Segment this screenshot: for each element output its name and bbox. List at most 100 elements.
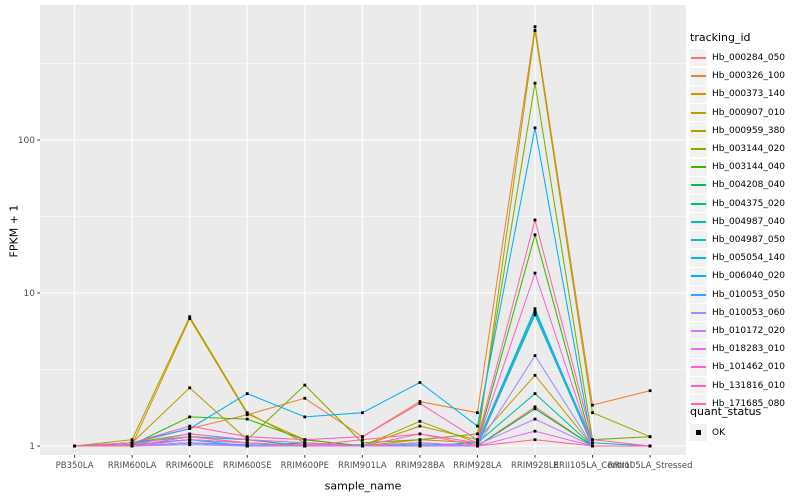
data-point	[533, 405, 537, 409]
data-point	[130, 438, 134, 442]
legend-entry: Hb_005054_140	[690, 249, 786, 267]
legend-entry-quant-ok: OK	[690, 424, 725, 442]
x-tick-label: RRIM600PE	[281, 461, 329, 471]
data-point	[418, 400, 422, 403]
legend-entry-label: Hb_010053_050	[712, 289, 786, 300]
data-point	[533, 271, 537, 275]
data-point	[533, 309, 537, 313]
legend-entry-label: Hb_003144_020	[712, 143, 786, 154]
data-point	[303, 383, 307, 387]
legend-entry: Hb_000907_010	[690, 104, 786, 122]
data-point	[130, 441, 134, 445]
data-point	[361, 441, 364, 445]
legend-entry-label: Hb_004208_040	[712, 180, 786, 191]
plot-panel	[40, 5, 686, 455]
legend-entry: Hb_171685_080	[690, 395, 785, 413]
data-point	[245, 444, 249, 448]
legend-entry-label: Hb_000959_380	[712, 125, 786, 136]
data-point	[188, 424, 192, 428]
legend-entry-label: Hb_000284_050	[712, 52, 786, 63]
data-point	[648, 444, 652, 448]
legend-key-line-icon	[690, 340, 707, 358]
x-tick-label: RRII105LA_Stressed	[608, 461, 693, 471]
legend-entry-label: Hb_010172_020	[712, 325, 786, 336]
data-point	[476, 424, 479, 428]
legend-key-line-icon	[690, 286, 707, 304]
data-point	[533, 81, 537, 85]
legend-key-line-icon	[690, 377, 707, 395]
legend-key-line-icon	[690, 304, 707, 322]
legend-entry: Hb_004208_040	[690, 176, 786, 194]
data-point	[245, 392, 249, 395]
legend-entry-label: Hb_010053_060	[712, 307, 786, 318]
data-point	[188, 386, 192, 390]
data-point	[418, 432, 422, 436]
legend-key-line-icon	[690, 49, 707, 67]
x-tick-label: RRII105LA_Control	[553, 461, 632, 471]
data-point	[533, 311, 537, 315]
data-point	[245, 441, 249, 445]
x-axis-title: sample_name	[324, 479, 402, 493]
legend-key-line-icon	[690, 67, 707, 85]
legend: tracking_id Hb_000284_050 Hb_000326_100 Hb…	[689, 0, 800, 500]
legend-key-line-icon	[690, 104, 707, 122]
x-tick-label: RRIM901LA	[338, 461, 387, 471]
data-point	[188, 427, 192, 430]
data-point	[533, 354, 537, 357]
data-point	[245, 411, 249, 415]
legend-entry-label: Hb_005054_140	[712, 253, 786, 264]
data-point	[418, 438, 422, 442]
data-point	[188, 317, 192, 320]
legend-key-line-icon	[690, 158, 707, 176]
legend-key-line-icon	[690, 267, 707, 285]
legend-entry-label: Hb_004987_040	[712, 216, 786, 227]
legend-entry-label: Hb_003144_040	[712, 162, 786, 173]
data-point	[648, 435, 652, 439]
data-point	[533, 313, 537, 317]
x-tick-label: RRIM928LE	[511, 461, 559, 471]
legend-entry: Hb_004987_040	[690, 213, 786, 231]
data-point	[648, 389, 652, 393]
data-point	[418, 402, 422, 405]
data-point	[533, 29, 537, 32]
legend-key-line-icon	[690, 358, 707, 376]
legend-entry-label: OK	[712, 427, 725, 438]
legend-entry-label: Hb_000907_010	[712, 107, 786, 118]
data-point	[591, 411, 594, 415]
data-point	[303, 444, 307, 448]
legend-key-line-icon	[690, 195, 707, 213]
data-point	[418, 424, 422, 428]
data-point	[591, 441, 594, 445]
y-tick-label: 100	[18, 136, 35, 146]
data-point	[533, 25, 537, 29]
y-tick-label: 10	[24, 289, 36, 299]
data-point	[418, 444, 422, 448]
x-tick-label: RRIM600LE	[166, 461, 214, 471]
data-point	[188, 441, 192, 445]
data-point	[303, 441, 307, 445]
legend-entry-label: Hb_131816_010	[712, 380, 786, 391]
legend-entry: Hb_010053_060	[690, 304, 786, 322]
data-point	[533, 417, 537, 421]
data-point	[303, 396, 307, 400]
data-point	[188, 438, 192, 442]
y-tick-label: 1	[29, 442, 35, 452]
data-point	[533, 233, 537, 237]
data-point	[533, 307, 537, 311]
data-point	[418, 381, 422, 384]
x-tick-label: RRIM600SE	[223, 461, 272, 471]
x-tick-label: RRIM928LA	[453, 461, 502, 471]
data-point	[476, 441, 479, 445]
y-axis-title: FPKM + 1	[7, 204, 21, 258]
data-point	[533, 218, 537, 222]
legend-key-line-icon	[690, 322, 707, 340]
data-point	[418, 419, 422, 423]
x-tick-label: PB350LA	[56, 461, 94, 471]
data-point	[245, 435, 249, 439]
data-point	[476, 411, 479, 415]
data-point	[533, 429, 537, 433]
data-point	[245, 438, 249, 442]
data-point	[361, 438, 364, 442]
